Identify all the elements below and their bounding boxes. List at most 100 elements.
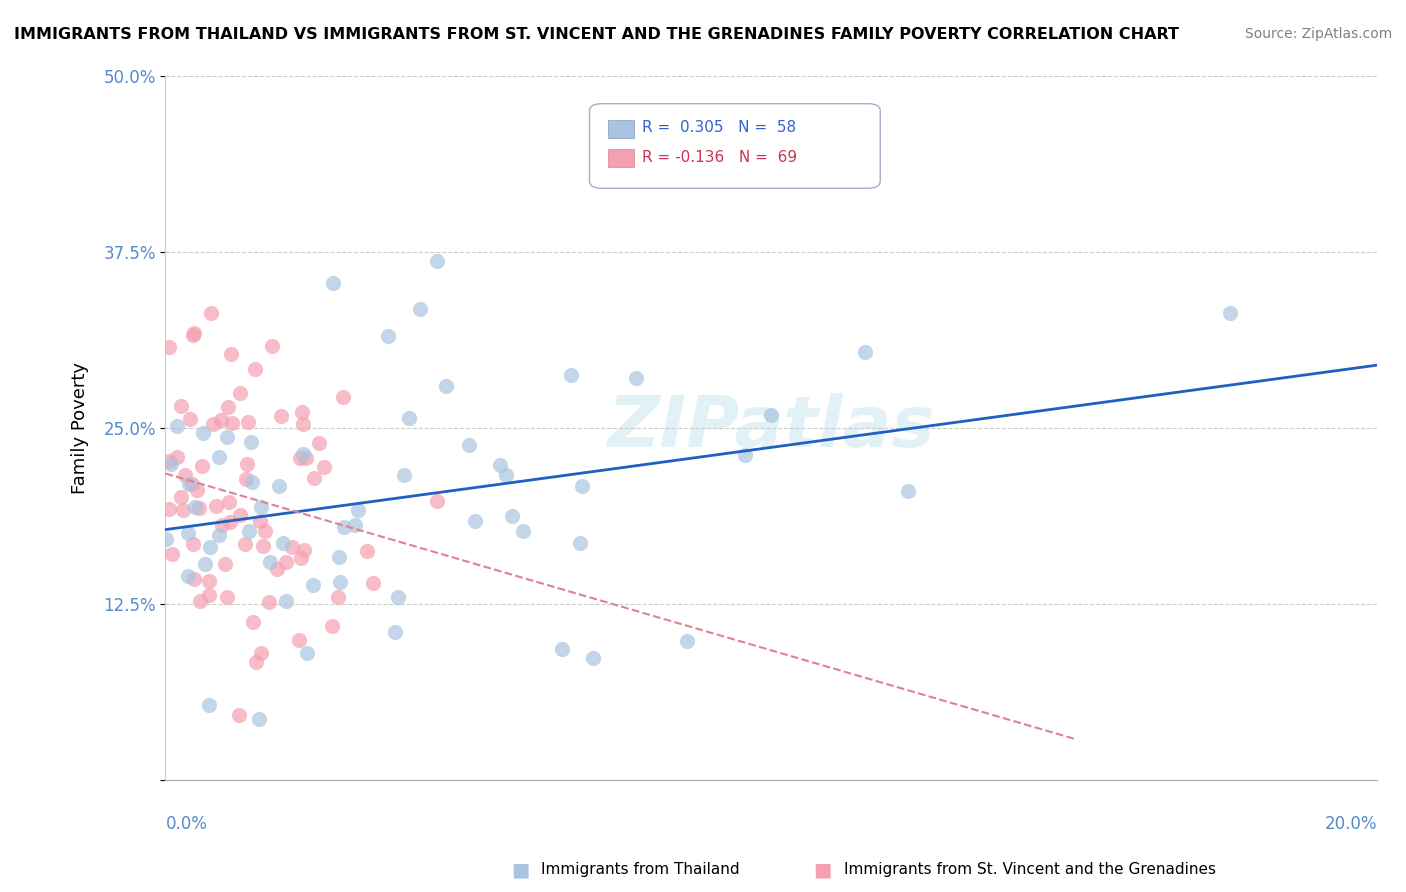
Point — [495, 467, 517, 482]
Point — [155, 532, 177, 546]
Point — [238, 415, 260, 429]
Point — [200, 306, 222, 320]
Text: ■: ■ — [813, 860, 832, 880]
Point — [281, 541, 304, 555]
Point — [219, 515, 242, 529]
Point — [267, 479, 290, 493]
Point — [314, 460, 336, 475]
Point — [159, 458, 181, 472]
Text: 20.0%: 20.0% — [1324, 815, 1376, 833]
Point — [291, 405, 314, 419]
Point — [290, 550, 312, 565]
Point — [253, 524, 276, 539]
Point — [240, 475, 263, 490]
FancyBboxPatch shape — [589, 103, 880, 188]
Point — [853, 345, 876, 359]
Point — [1219, 306, 1241, 320]
Point — [197, 588, 219, 602]
Point — [512, 524, 534, 539]
Point — [458, 438, 481, 452]
Point — [228, 508, 250, 523]
Point — [356, 544, 378, 558]
Point — [218, 494, 240, 508]
Point — [270, 409, 292, 423]
Point — [326, 591, 349, 605]
Point — [211, 517, 233, 532]
Point — [239, 434, 262, 449]
Point — [464, 515, 486, 529]
Point — [329, 574, 352, 589]
Point — [361, 575, 384, 590]
Point — [208, 450, 231, 464]
Point — [221, 416, 243, 430]
Point — [897, 483, 920, 498]
Point — [179, 412, 201, 426]
Point — [188, 594, 211, 608]
Point — [332, 390, 354, 404]
Point — [560, 368, 582, 383]
Point — [181, 327, 204, 342]
Point — [217, 400, 239, 414]
Point — [409, 301, 432, 316]
Point — [157, 454, 180, 468]
Point — [676, 633, 699, 648]
Point — [489, 458, 512, 472]
Y-axis label: Family Poverty: Family Poverty — [72, 362, 89, 494]
Text: R = -0.136   N =  69: R = -0.136 N = 69 — [641, 150, 797, 165]
Point — [170, 490, 193, 504]
Point — [377, 329, 399, 343]
Point — [274, 555, 297, 569]
Text: ■: ■ — [510, 860, 530, 880]
Point — [217, 590, 239, 604]
Point — [186, 483, 208, 497]
Point — [302, 577, 325, 591]
Text: 0.0%: 0.0% — [166, 815, 207, 833]
Point — [242, 615, 264, 629]
Point — [238, 524, 260, 538]
Point — [295, 646, 318, 660]
Point — [626, 371, 648, 385]
Point — [434, 378, 457, 392]
Bar — [607, 150, 634, 167]
Point — [294, 451, 316, 466]
Text: Source: ZipAtlas.com: Source: ZipAtlas.com — [1244, 27, 1392, 41]
Point — [250, 646, 273, 660]
Point — [181, 536, 204, 550]
Point — [288, 632, 311, 647]
Point — [202, 417, 225, 431]
Point — [198, 698, 221, 712]
Point — [214, 558, 236, 572]
Point — [229, 386, 252, 401]
Point — [257, 595, 280, 609]
Text: R =  0.305   N =  58: R = 0.305 N = 58 — [641, 120, 796, 136]
Point — [233, 537, 256, 551]
Point — [271, 535, 294, 549]
Point — [328, 549, 350, 564]
Point — [157, 340, 180, 354]
Point — [262, 339, 284, 353]
Point — [190, 459, 212, 474]
Point — [302, 471, 325, 485]
Point — [392, 467, 415, 482]
Text: Immigrants from St. Vincent and the Grenadines: Immigrants from St. Vincent and the Gren… — [844, 863, 1216, 877]
Point — [292, 447, 315, 461]
Point — [174, 467, 197, 482]
Point — [266, 562, 288, 576]
Point — [247, 712, 270, 726]
Point — [276, 594, 298, 608]
Point — [333, 520, 356, 534]
Point — [250, 500, 273, 514]
Point — [191, 426, 214, 441]
Bar — [607, 120, 634, 137]
Point — [551, 642, 574, 657]
Text: Immigrants from Thailand: Immigrants from Thailand — [541, 863, 740, 877]
Point — [571, 478, 593, 492]
Point — [170, 399, 193, 413]
Point — [426, 254, 449, 268]
Text: IMMIGRANTS FROM THAILAND VS IMMIGRANTS FROM ST. VINCENT AND THE GRENADINES FAMIL: IMMIGRANTS FROM THAILAND VS IMMIGRANTS F… — [14, 27, 1180, 42]
Point — [208, 527, 231, 541]
Point — [426, 494, 449, 508]
Point — [387, 590, 409, 604]
Point — [172, 502, 194, 516]
Point — [398, 410, 420, 425]
